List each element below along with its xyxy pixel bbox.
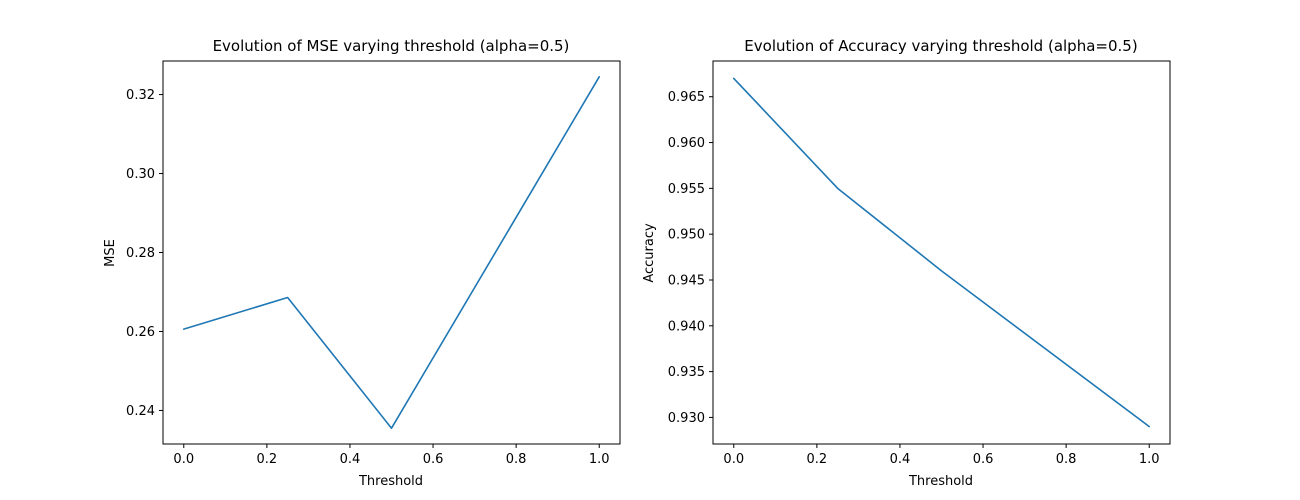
accuracy-axes-frame (712, 60, 1171, 445)
accuracy-x-axis-label: Threshold (908, 474, 973, 489)
mse-series-line (182, 75, 601, 430)
accuracy-y-axis-label: Accuracy (642, 223, 657, 283)
accuracy-y-tick-label: 0.935 (668, 365, 705, 380)
accuracy-x-tick-label: 0.6 (973, 452, 994, 467)
accuracy-x-tick-label: 0.4 (890, 452, 911, 467)
mse-x-tick-label: 0.8 (506, 452, 527, 467)
accuracy-plot-area: 0.0 0.2 0.4 0.6 0.8 1.0 0.930 0.935 0.940 0.945 0.… (668, 77, 1160, 467)
mse-y-axis-label: MSE (103, 239, 118, 267)
mse-y-tick-label: 0.28 (126, 246, 155, 261)
accuracy-x-tick-label: 0.8 (1056, 452, 1077, 467)
mse-y-tick-label: 0.30 (126, 167, 155, 182)
mse-plot-area: 0.0 0.2 0.4 0.6 0.8 1.0 0.24 0.26 0.28 0.30 0.32 (126, 75, 610, 467)
mse-x-tick-label: 0.0 (173, 452, 194, 467)
mse-x-tick-label: 0.2 (257, 452, 278, 467)
accuracy-chart: Evolution of Accuracy varying threshold … (642, 37, 1171, 489)
accuracy-y-tick-label: 0.945 (668, 273, 705, 288)
accuracy-series-line (732, 77, 1151, 428)
accuracy-x-tick-label: 0.0 (723, 452, 744, 467)
accuracy-y-tick-label: 0.960 (668, 136, 705, 151)
accuracy-y-tick-label: 0.930 (668, 411, 705, 426)
mse-chart: Evolution of MSE varying threshold (alph… (103, 37, 621, 489)
accuracy-y-tick-label: 0.965 (668, 90, 705, 105)
mse-y-tick-label: 0.24 (126, 404, 155, 419)
mse-x-tick-label: 0.4 (340, 452, 361, 467)
mse-x-tick-label: 0.6 (423, 452, 444, 467)
mse-chart-title: Evolution of MSE varying threshold (alph… (213, 37, 570, 55)
mse-axes-frame (162, 60, 621, 445)
mse-x-axis-label: Threshold (358, 474, 423, 489)
accuracy-x-tick-label: 1.0 (1139, 452, 1160, 467)
mse-y-tick-label: 0.26 (126, 325, 155, 340)
accuracy-y-tick-label: 0.940 (668, 319, 705, 334)
accuracy-chart-title: Evolution of Accuracy varying threshold … (744, 37, 1137, 55)
accuracy-y-tick-label: 0.955 (668, 182, 705, 197)
accuracy-y-tick-label: 0.950 (668, 228, 705, 243)
accuracy-x-tick-label: 0.2 (807, 452, 828, 467)
mse-x-tick-label: 1.0 (589, 452, 610, 467)
mse-y-tick-label: 0.32 (126, 88, 155, 103)
